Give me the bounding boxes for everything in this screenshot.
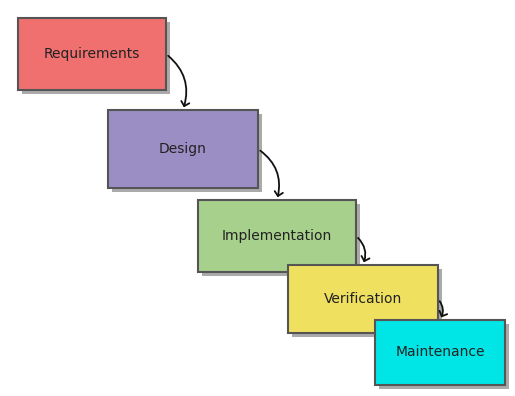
FancyBboxPatch shape [18, 18, 166, 90]
Text: Verification: Verification [324, 292, 402, 306]
FancyBboxPatch shape [379, 324, 509, 389]
Text: Implementation: Implementation [222, 229, 332, 243]
Text: Requirements: Requirements [44, 47, 140, 61]
Text: Maintenance: Maintenance [395, 345, 485, 360]
FancyBboxPatch shape [375, 320, 505, 385]
FancyBboxPatch shape [108, 110, 258, 188]
FancyBboxPatch shape [112, 114, 262, 192]
FancyBboxPatch shape [22, 22, 170, 94]
FancyBboxPatch shape [198, 200, 356, 272]
FancyBboxPatch shape [202, 204, 360, 276]
FancyBboxPatch shape [292, 269, 442, 337]
Text: Design: Design [159, 142, 207, 156]
FancyBboxPatch shape [288, 265, 438, 333]
